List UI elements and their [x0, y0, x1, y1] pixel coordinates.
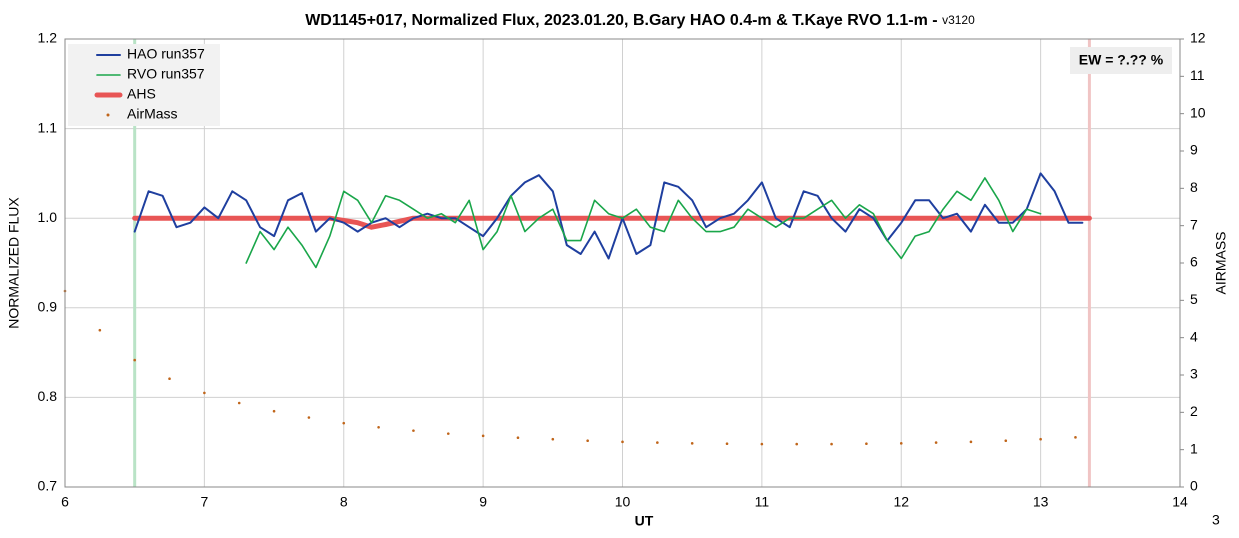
y2-tick-label: 6 — [1190, 254, 1198, 270]
airmass-point — [133, 358, 136, 362]
x-tick-label: 12 — [893, 494, 909, 510]
legend-box — [68, 44, 220, 126]
legend-label: AirMass — [127, 106, 178, 122]
airmass-point — [621, 440, 624, 444]
title-main: WD1145+017, Normalized Flux, 2023.01.20,… — [305, 12, 942, 29]
airmass-point — [377, 425, 380, 429]
legend-swatch — [106, 113, 110, 117]
annotation-box — [1070, 47, 1172, 74]
airmass-point — [203, 391, 206, 395]
airmass-point — [969, 440, 973, 444]
airmass-point — [307, 416, 311, 419]
airmass-point — [1074, 436, 1077, 439]
y-tick-label: 1.2 — [38, 30, 58, 46]
x-tick-label: 9 — [479, 494, 487, 510]
page-number: 3 — [1212, 512, 1220, 528]
title-version: v3120 — [942, 13, 975, 27]
series-line — [245, 177, 1042, 269]
airmass-point — [342, 421, 346, 425]
x-tick-label: 14 — [1172, 494, 1188, 510]
y-tick-label: 0.8 — [38, 388, 58, 404]
airmass-point — [412, 429, 415, 432]
x-tick-label: 8 — [340, 494, 348, 510]
annotation: EW = ?.?? % — [1079, 52, 1164, 68]
chart-title: WD1145+017, Normalized Flux, 2023.01.20,… — [305, 12, 975, 29]
y2-tick-label: 1 — [1190, 440, 1198, 456]
x-tick-label: 13 — [1033, 494, 1049, 510]
x-tick-label: 6 — [61, 494, 69, 510]
airmass-point — [516, 436, 520, 440]
y2-tick-label: 2 — [1190, 403, 1198, 419]
legend-label: HAO run357 — [127, 46, 205, 62]
legend: HAO run357 RVO run357 AHS AirMass — [68, 44, 220, 126]
y2-axis-label: AIRMASS — [1213, 231, 1229, 294]
y2-tick-label: 5 — [1190, 291, 1198, 307]
airmass-point — [586, 439, 589, 443]
y2-tick-label: 12 — [1190, 30, 1206, 46]
x-tick-label: 11 — [755, 494, 770, 510]
legend-label: AHS — [127, 86, 156, 102]
airmass-point — [690, 442, 694, 445]
airmass-point — [865, 442, 868, 445]
x-axis-label: UT — [635, 513, 654, 529]
y2-tick-label: 3 — [1190, 366, 1198, 382]
y2-tick-label: 8 — [1190, 179, 1198, 195]
y2-tick-label: 4 — [1190, 328, 1198, 344]
airmass-point — [725, 442, 729, 445]
airmass-point — [237, 401, 241, 405]
x-tick-label: 7 — [200, 494, 208, 510]
y2-tick-label: 9 — [1190, 142, 1198, 158]
y-tick-label: 1.1 — [38, 119, 58, 135]
airmass-point — [446, 432, 450, 435]
y2-tick-label: 10 — [1190, 104, 1206, 120]
y-tick-label: 1.0 — [38, 209, 58, 225]
y2-tick-label: 0 — [1190, 478, 1198, 494]
plot-frame — [64, 38, 1181, 488]
airmass-point — [1004, 439, 1008, 443]
airmass-point — [168, 377, 171, 381]
airmass-point — [934, 441, 938, 444]
airmass-point — [1039, 437, 1042, 441]
series-line — [133, 172, 1084, 260]
airmass-point — [272, 409, 276, 413]
airmass-point — [830, 442, 833, 446]
airmass-point — [481, 434, 485, 438]
airmass-point — [656, 441, 659, 444]
x-tick-label: 10 — [615, 494, 631, 510]
y-tick-label: 0.7 — [38, 478, 58, 494]
y2-tick-label: 7 — [1190, 216, 1198, 232]
airmass-point — [98, 328, 102, 332]
y-axis-label: NORMALIZED FLUX — [6, 197, 22, 329]
airmass-point — [760, 442, 764, 446]
airmass-point — [899, 442, 903, 445]
y2-tick-label: 11 — [1190, 67, 1205, 83]
y-tick-label: 0.9 — [38, 299, 58, 315]
airmass-point — [551, 437, 555, 441]
legend-label: RVO run357 — [127, 66, 205, 82]
airmass-point — [795, 442, 799, 446]
